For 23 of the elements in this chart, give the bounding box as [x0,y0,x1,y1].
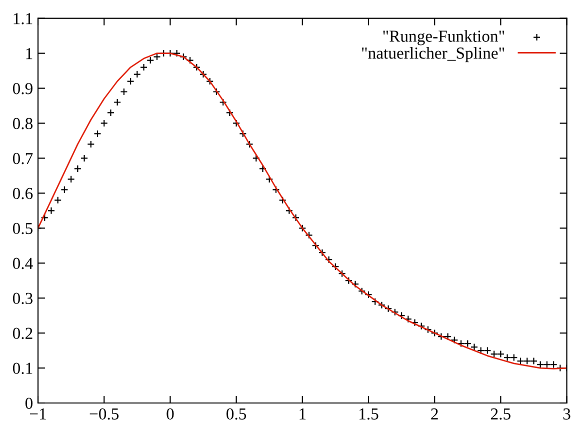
y-tick-label: 0.6 [12,188,33,200]
x-tick-label: 0 [166,408,174,420]
y-tick-label: 0.7 [12,152,33,164]
y-tick-label: 0.8 [12,118,33,130]
y-tick-label: 1 [26,48,32,60]
x-tick-label: 1 [300,408,306,420]
x-tick-label: −0.5 [90,408,119,420]
legend-label: "natuerlicher_Spline" [362,47,504,62]
y-tick-label: 0.4 [12,258,33,270]
x-tick-label: 1.5 [360,408,378,420]
y-tick-label: 0.3 [12,292,33,304]
y-tick-label: 0.5 [12,222,33,234]
legend-label: "Runge-Funktion" [383,30,504,46]
y-tick-label: 0.9 [12,82,32,94]
y-tick-label: 1.1 [14,13,32,24]
y-tick-label: 0 [25,398,33,409]
y-tick-label: 0.1 [12,362,32,374]
x-tick-label: 2 [431,408,438,420]
y-tick-label: 0.2 [12,328,32,340]
x-tick-label: 0.5 [226,408,246,420]
x-tick-label: 2.5 [491,408,510,420]
x-tick-label: 3 [563,408,570,420]
x-tick-label: −1 [30,408,46,420]
